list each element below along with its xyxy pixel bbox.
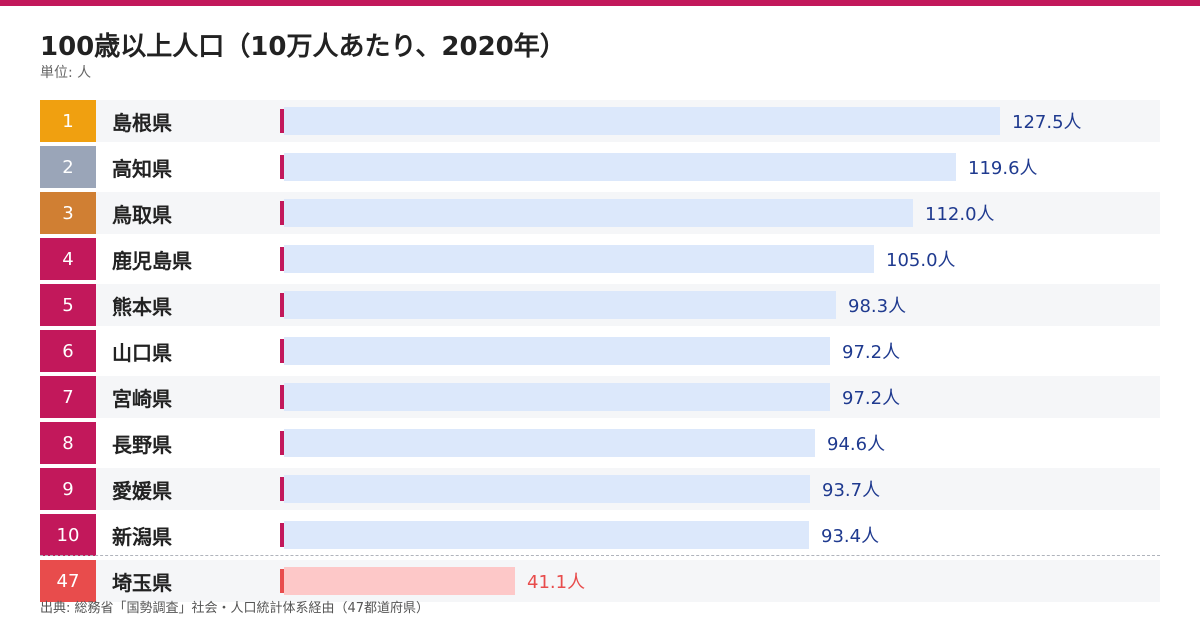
bar-marker — [280, 293, 284, 317]
rank-badge: 10 — [40, 514, 96, 556]
ranking-row: 8 長野県 94.6人 — [40, 422, 1160, 464]
bar-marker — [280, 339, 284, 363]
bar-marker — [280, 569, 284, 593]
ranking-row: 2 高知県 119.6人 — [40, 146, 1160, 188]
prefecture-name: 新潟県 — [112, 524, 172, 549]
rank-divider — [40, 555, 1160, 556]
bar-marker — [280, 523, 284, 547]
ranking-row: 47 埼玉県 41.1人 — [40, 560, 1160, 602]
prefecture-name: 山口県 — [112, 340, 172, 365]
unit-label: 単位: 人 — [40, 65, 92, 81]
rank-badge: 5 — [40, 284, 96, 326]
rank-badge: 4 — [40, 238, 96, 280]
value-label: 97.2人 — [842, 388, 901, 409]
bar-marker — [280, 431, 284, 455]
source-note: 出典: 総務省「国勢調査」社会・人口統計体系経由（47都道府県） — [40, 601, 430, 616]
rank-badge: 8 — [40, 422, 96, 464]
ranking-row: 3 鳥取県 112.0人 — [40, 192, 1160, 234]
value-label: 41.1人 — [527, 572, 586, 593]
value-label: 119.6人 — [968, 158, 1038, 179]
prefecture-name: 埼玉県 — [112, 570, 172, 595]
value-label: 98.3人 — [848, 296, 907, 317]
value-bar — [284, 107, 1000, 135]
prefecture-name: 熊本県 — [112, 294, 172, 319]
ranking-row: 4 鹿児島県 105.0人 — [40, 238, 1160, 280]
value-bar — [284, 429, 815, 457]
value-bar — [284, 199, 913, 227]
ranking-row: 6 山口県 97.2人 — [40, 330, 1160, 372]
prefecture-name: 宮崎県 — [112, 386, 172, 411]
bar-marker — [280, 477, 284, 501]
prefecture-name: 長野県 — [112, 432, 172, 457]
ranking-row: 5 熊本県 98.3人 — [40, 284, 1160, 326]
bar-marker — [280, 385, 284, 409]
rank-badge: 2 — [40, 146, 96, 188]
rank-badge: 6 — [40, 330, 96, 372]
value-label: 94.6人 — [827, 434, 886, 455]
bar-marker — [280, 201, 284, 225]
value-bar — [284, 153, 956, 181]
prefecture-name: 愛媛県 — [112, 478, 172, 503]
rank-badge: 3 — [40, 192, 96, 234]
value-label: 93.7人 — [822, 480, 881, 501]
prefecture-name: 島根県 — [112, 110, 172, 135]
value-bar — [284, 475, 810, 503]
value-bar — [284, 291, 836, 319]
value-label: 127.5人 — [1012, 112, 1082, 133]
value-bar — [284, 245, 874, 273]
value-label: 93.4人 — [821, 526, 880, 547]
prefecture-name: 鳥取県 — [112, 202, 172, 227]
rank-badge: 1 — [40, 100, 96, 142]
ranking-row: 10 新潟県 93.4人 — [40, 514, 1160, 556]
value-label: 97.2人 — [842, 342, 901, 363]
rank-badge: 47 — [40, 560, 96, 602]
ranking-row: 7 宮崎県 97.2人 — [40, 376, 1160, 418]
rank-badge: 7 — [40, 376, 96, 418]
chart-title: 100歳以上人口（10万人あたり、2020年） — [40, 32, 566, 62]
bar-marker — [280, 155, 284, 179]
ranking-row: 9 愛媛県 93.7人 — [40, 468, 1160, 510]
value-bar — [284, 521, 809, 549]
top-accent-stripe — [0, 0, 1200, 6]
prefecture-name: 高知県 — [112, 156, 172, 181]
value-bar — [284, 567, 515, 595]
value-label: 105.0人 — [886, 250, 956, 271]
value-label: 112.0人 — [925, 204, 995, 225]
bar-marker — [280, 247, 284, 271]
rank-badge: 9 — [40, 468, 96, 510]
value-bar — [284, 383, 830, 411]
bar-marker — [280, 109, 284, 133]
prefecture-name: 鹿児島県 — [112, 248, 192, 273]
value-bar — [284, 337, 830, 365]
ranking-row: 1 島根県 127.5人 — [40, 100, 1160, 142]
